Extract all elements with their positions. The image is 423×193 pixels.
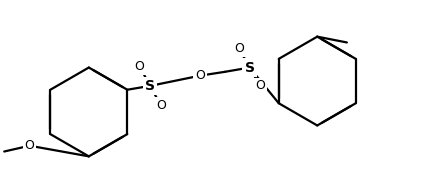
Text: O: O (234, 42, 244, 55)
Text: O: O (25, 139, 35, 152)
Text: O: O (156, 99, 166, 112)
Text: O: O (195, 69, 205, 82)
Text: S: S (145, 79, 155, 93)
Text: O: O (135, 60, 145, 73)
Text: O: O (255, 79, 265, 92)
Text: S: S (244, 61, 255, 74)
